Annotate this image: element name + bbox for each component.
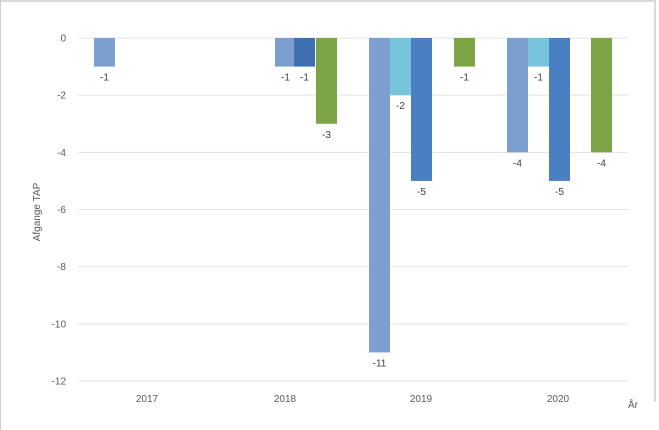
y-tick-label: -12 <box>52 377 67 388</box>
data-label: -1 <box>300 73 309 84</box>
gridlines <box>78 37 628 382</box>
x-tick-labels: 2017 2018 2019 2020 <box>136 394 570 405</box>
bar <box>316 38 337 124</box>
x-tick-label: 2018 <box>274 394 297 405</box>
y-tick-labels: 0 -2 -4 -6 -8 -10 -12 <box>52 34 67 388</box>
data-label: -2 <box>396 101 405 112</box>
data-label: -1 <box>534 73 543 84</box>
x-tick-label: 2017 <box>136 394 159 405</box>
bars <box>94 38 612 353</box>
bar <box>294 38 315 67</box>
bar <box>507 38 528 153</box>
x-tick-label: 2019 <box>410 394 433 405</box>
bar <box>369 38 390 353</box>
data-label: -5 <box>555 187 564 198</box>
bar <box>411 38 432 181</box>
y-tick-label: -6 <box>57 205 66 216</box>
y-tick-label: 0 <box>60 34 66 45</box>
bar <box>549 38 570 181</box>
data-label: -5 <box>417 187 426 198</box>
data-label: -4 <box>513 158 522 169</box>
bar <box>591 38 612 153</box>
y-tick-label: -10 <box>52 319 67 330</box>
bar <box>390 38 411 96</box>
data-label: -1 <box>460 73 469 84</box>
bar <box>94 38 115 67</box>
data-label: -3 <box>322 130 331 141</box>
chart-frame <box>0 0 656 402</box>
left-border <box>0 0 1 430</box>
x-tick-label: 2020 <box>547 394 570 405</box>
bar <box>454 38 475 67</box>
y-tick-label: -2 <box>57 91 66 102</box>
bar <box>528 38 549 67</box>
bar <box>275 38 296 67</box>
y-tick-label: -8 <box>57 262 66 273</box>
x-axis-label: År <box>628 398 639 411</box>
data-label: -1 <box>100 73 109 84</box>
y-axis-label: Afgange TAP <box>32 182 43 241</box>
y-tick-label: -4 <box>57 148 66 159</box>
data-label: -4 <box>597 158 606 169</box>
data-labels: -1 -1 -11 -4 -2 -1 -1 -5 -5 -3 -1 -4 <box>100 73 606 370</box>
data-label: -1 <box>281 73 290 84</box>
data-label: -11 <box>373 358 387 369</box>
